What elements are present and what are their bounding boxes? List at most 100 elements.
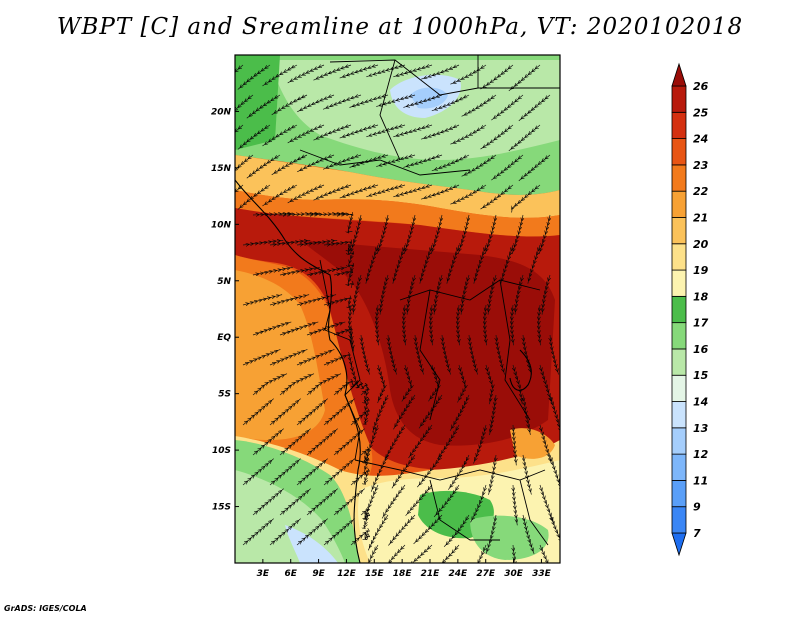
colorbar-swatch — [671, 453, 687, 481]
colorbar-swatch — [671, 111, 687, 139]
lat-tick-label: 20N — [211, 107, 232, 117]
streamline — [348, 244, 353, 274]
streamline — [296, 349, 335, 365]
streamline — [491, 154, 524, 181]
streamline — [269, 518, 301, 546]
streamline — [480, 64, 514, 90]
colorbar-label: 21 — [693, 211, 708, 224]
streamline — [433, 484, 460, 518]
streamline — [480, 124, 514, 150]
map-frame — [234, 54, 561, 564]
colorbar-label: 26 — [693, 80, 709, 93]
streamline — [430, 544, 460, 563]
streamline — [437, 424, 460, 460]
streamline — [413, 514, 443, 545]
streamline — [513, 424, 516, 466]
streamline — [380, 274, 388, 315]
streamline — [513, 544, 519, 563]
streamline — [485, 304, 487, 346]
streamline — [407, 274, 415, 315]
lon-tick-label: 30E — [504, 569, 524, 579]
streamline — [417, 454, 443, 488]
streamline — [480, 184, 514, 210]
streamline — [430, 214, 442, 255]
colorbar-swatch — [671, 401, 687, 429]
streamline — [376, 214, 388, 255]
streamline — [306, 267, 347, 275]
colorbar-swatch — [671, 322, 687, 350]
colorbar-label: 11 — [693, 474, 708, 487]
streamline — [431, 94, 470, 112]
streamline — [235, 184, 244, 210]
streamline — [372, 394, 389, 433]
coastline — [235, 179, 532, 563]
colorbar-label: 7 — [693, 527, 701, 540]
streamline — [252, 373, 288, 396]
streamline — [242, 518, 274, 546]
streamline — [512, 304, 514, 346]
streamline — [550, 514, 560, 552]
streamline — [306, 321, 346, 335]
streamline — [457, 364, 465, 403]
streamline — [242, 458, 274, 486]
colorbar-label: 13 — [693, 422, 709, 435]
streamline — [513, 484, 517, 526]
streamline — [538, 214, 550, 255]
colorbar-swatch — [671, 269, 687, 297]
streamline — [518, 154, 551, 182]
streamline — [370, 454, 389, 492]
colorbar-swatch — [671, 138, 687, 166]
streamlines — [235, 64, 560, 563]
streamline — [458, 304, 460, 346]
streamline — [415, 334, 424, 375]
streamline — [306, 373, 342, 396]
streamline — [235, 94, 254, 122]
grads-credit: GrADS: IGES/COLA — [4, 604, 87, 613]
streamline — [350, 304, 352, 346]
streamline — [353, 274, 361, 315]
streamline — [393, 394, 416, 430]
streamline — [527, 244, 540, 284]
streamline — [448, 454, 469, 490]
streamline — [408, 424, 433, 459]
streamline — [279, 488, 311, 516]
streamline — [489, 454, 497, 495]
streamline — [491, 94, 524, 121]
lon-tick-label: 27E — [476, 569, 496, 579]
streamline — [434, 274, 442, 315]
streamline — [508, 64, 541, 92]
streamline — [388, 514, 416, 546]
lon-tick-label: 24E — [449, 569, 469, 579]
colorbar-swatch — [671, 348, 687, 376]
lon-tick-label: 18E — [393, 569, 413, 579]
streamline — [450, 124, 487, 145]
streamline — [323, 355, 353, 368]
lon-tick-label: 3E — [257, 569, 270, 579]
streamline — [488, 274, 496, 315]
streamline — [401, 364, 412, 402]
longitude-axis: 3E 6E 9E 12E 15E 18E 21E 24E 27E 30E 33E — [257, 559, 552, 579]
streamline — [379, 544, 406, 563]
country-borders — [299, 55, 560, 546]
lon-tick-label: 33E — [532, 569, 552, 579]
colorbar: 7 9 11 12 13 14 15 16 17 18 19 20 21 22 23 24 25 26 — [671, 62, 709, 557]
map-title: WBPT [C] and Sreamline at 1000hPa, VT: 2… — [56, 14, 744, 40]
streamline — [511, 214, 523, 255]
colorbar-label: 9 — [693, 501, 701, 514]
streamline — [450, 184, 487, 205]
streamline — [403, 214, 415, 255]
colorbar-label: 15 — [693, 369, 709, 382]
streamline — [515, 274, 523, 315]
streamline — [392, 244, 405, 284]
lon-tick-label: 9E — [312, 569, 325, 579]
colorbar-label: 19 — [693, 264, 709, 277]
colorbar-swatch — [671, 164, 687, 192]
streamline — [523, 334, 532, 375]
streamline — [461, 274, 469, 315]
colorbar-label: 12 — [693, 448, 709, 461]
streamline — [449, 394, 469, 431]
streamline — [496, 334, 505, 375]
streamline — [381, 484, 406, 519]
colorbar-swatch — [671, 190, 687, 218]
streamline — [365, 424, 379, 464]
